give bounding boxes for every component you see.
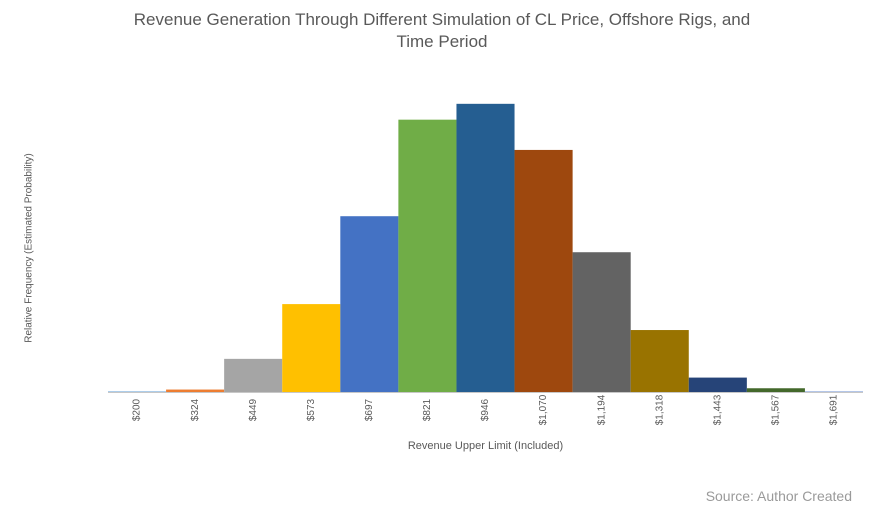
bar-6 bbox=[456, 103, 515, 392]
x-tick-label-0: $200 bbox=[132, 398, 143, 421]
bar-5 bbox=[398, 119, 457, 393]
bar-2 bbox=[224, 358, 283, 392]
x-tick-label-5: $821 bbox=[422, 398, 433, 421]
chart-title-line-2: Time Period bbox=[396, 32, 488, 51]
bar-3 bbox=[282, 304, 341, 392]
x-tick-label-3: $573 bbox=[306, 398, 317, 421]
bar-0 bbox=[108, 391, 167, 392]
x-tick-label-2: $449 bbox=[248, 398, 259, 421]
bars-layer bbox=[108, 103, 863, 393]
bar-1 bbox=[166, 389, 225, 392]
x-axis-label: Revenue Upper Limit (Included) bbox=[407, 440, 564, 452]
bar-11 bbox=[746, 388, 805, 392]
bar-8 bbox=[572, 252, 631, 392]
x-tick-label-8: $1,194 bbox=[596, 394, 607, 425]
bar-10 bbox=[688, 377, 747, 392]
x-tick-label-7: $1,070 bbox=[538, 394, 549, 425]
bar-9 bbox=[630, 330, 689, 392]
source-note: Source: Author Created bbox=[705, 488, 852, 504]
x-tick-label-10: $1,443 bbox=[712, 394, 723, 425]
chart-title-line-1: Revenue Generation Through Different Sim… bbox=[133, 10, 751, 29]
x-tick-label-4: $697 bbox=[364, 398, 375, 421]
chart-title: Revenue Generation Through Different Sim… bbox=[80, 9, 804, 53]
bar-12 bbox=[804, 391, 863, 392]
x-tick-label-12: $1,691 bbox=[829, 394, 840, 425]
bar-7 bbox=[514, 149, 573, 392]
x-tick-label-1: $324 bbox=[190, 398, 201, 421]
x-tick-label-11: $1,567 bbox=[771, 394, 782, 425]
x-tick-label-9: $1,318 bbox=[654, 394, 665, 425]
bar-4 bbox=[340, 216, 399, 392]
x-tick-label-6: $946 bbox=[480, 398, 491, 421]
x-tick-labels: $200 $324 $449 $573 $697 $821 $946 $1,070 $1,194… bbox=[132, 394, 840, 425]
